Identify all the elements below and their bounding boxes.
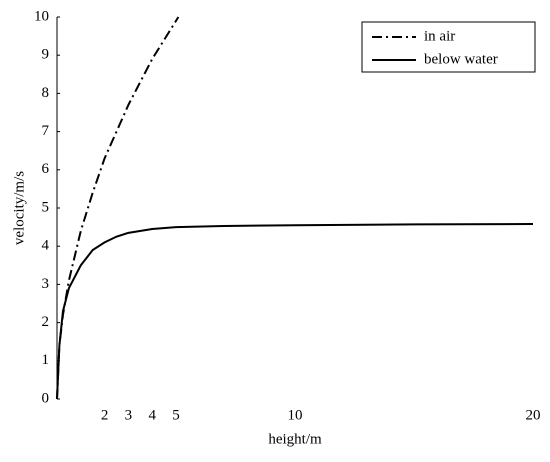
x-tick-label: 10 xyxy=(288,407,303,423)
x-tick-label: 5 xyxy=(172,407,180,423)
x-tick-label: 2 xyxy=(101,407,109,423)
x-axis-label: height/m xyxy=(268,431,322,447)
y-tick-label: 7 xyxy=(42,123,50,139)
y-tick-label: 10 xyxy=(34,8,49,24)
x-tick-label: 4 xyxy=(148,407,156,423)
y-tick-label: 8 xyxy=(42,85,50,101)
legend-label: below water xyxy=(424,51,498,67)
x-tick-label: 3 xyxy=(125,407,133,423)
legend-label: in air xyxy=(424,28,455,44)
y-tick-label: 4 xyxy=(42,238,50,254)
y-tick-label: 6 xyxy=(42,161,50,177)
y-tick-label: 2 xyxy=(42,314,50,330)
y-tick-label: 1 xyxy=(42,352,50,368)
line xyxy=(56,16,180,400)
x-tick-label: 20 xyxy=(526,407,541,423)
y-tick-label: 5 xyxy=(42,199,50,215)
y-tick-label: 0 xyxy=(42,390,50,406)
legend-box xyxy=(361,21,536,73)
y-axis-label: velocity/m/s xyxy=(11,171,27,245)
line xyxy=(56,223,534,400)
y-tick-label: 3 xyxy=(42,276,50,292)
y-tick-label: 9 xyxy=(42,47,50,63)
